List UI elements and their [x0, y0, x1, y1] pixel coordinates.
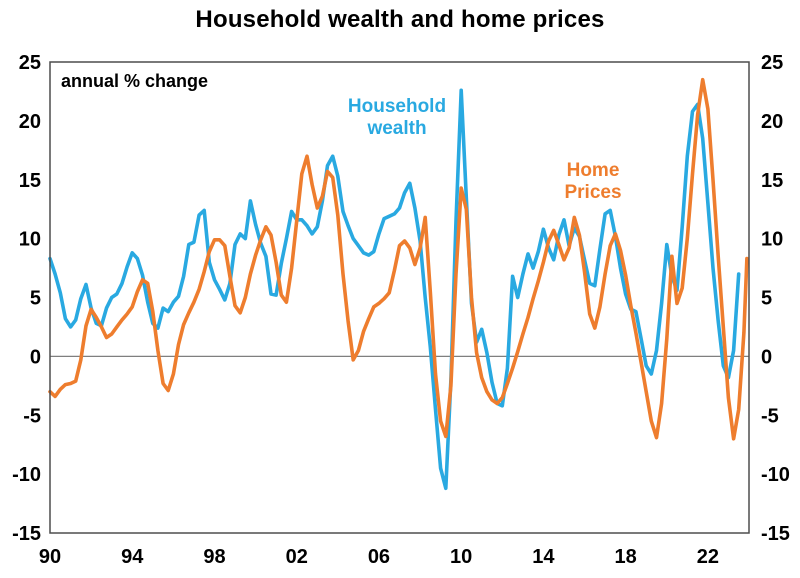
- y-tick-left--5: -5: [23, 405, 41, 427]
- x-tick-18: 18: [615, 546, 637, 568]
- y-tick-left-0: 0: [30, 346, 41, 368]
- x-tick-98: 98: [203, 546, 225, 568]
- y-tick-right-10: 10: [761, 229, 783, 251]
- series-label-home-prices: Home Prices: [523, 160, 663, 204]
- series-label-household-wealth: Household wealth: [317, 96, 477, 140]
- y-tick-right-0: 0: [761, 346, 772, 368]
- y-tick-left-15: 15: [19, 170, 41, 192]
- plot-frame: [49, 61, 750, 534]
- series-label-home-prices-line2: Prices: [564, 182, 622, 203]
- x-tick-90: 90: [39, 546, 61, 568]
- series-label-home-prices-line1: Home: [566, 160, 620, 181]
- x-tick-06: 06: [368, 546, 390, 568]
- series-label-household-wealth-line2: wealth: [367, 118, 427, 139]
- x-tick-02: 02: [286, 546, 308, 568]
- x-tick-10: 10: [450, 546, 472, 568]
- series-line-wealth: [48, 88, 741, 491]
- chart-title: Household wealth and home prices: [195, 6, 605, 33]
- y-tick-left--10: -10: [12, 464, 41, 486]
- y-tick-right-25: 25: [761, 52, 783, 74]
- y-tick-left--15: -15: [12, 523, 41, 545]
- y-tick-right--10: -10: [761, 464, 790, 486]
- y-tick-right-5: 5: [761, 288, 772, 310]
- y-tick-right--5: -5: [761, 405, 779, 427]
- y-tick-left-20: 20: [19, 111, 41, 133]
- y-tick-right-15: 15: [761, 170, 783, 192]
- y-tick-right-20: 20: [761, 111, 783, 133]
- x-tick-94: 94: [121, 546, 144, 568]
- x-tick-22: 22: [697, 546, 719, 568]
- series-label-household-wealth-line1: Household: [347, 96, 447, 117]
- axis-units-annotation: annual % change: [61, 71, 209, 91]
- x-tick-14: 14: [532, 546, 555, 568]
- y-tick-right--15: -15: [761, 523, 790, 545]
- y-tick-left-25: 25: [19, 52, 41, 74]
- series-line-home: [48, 77, 749, 441]
- y-tick-left-5: 5: [30, 288, 41, 310]
- y-tick-left-10: 10: [19, 229, 41, 251]
